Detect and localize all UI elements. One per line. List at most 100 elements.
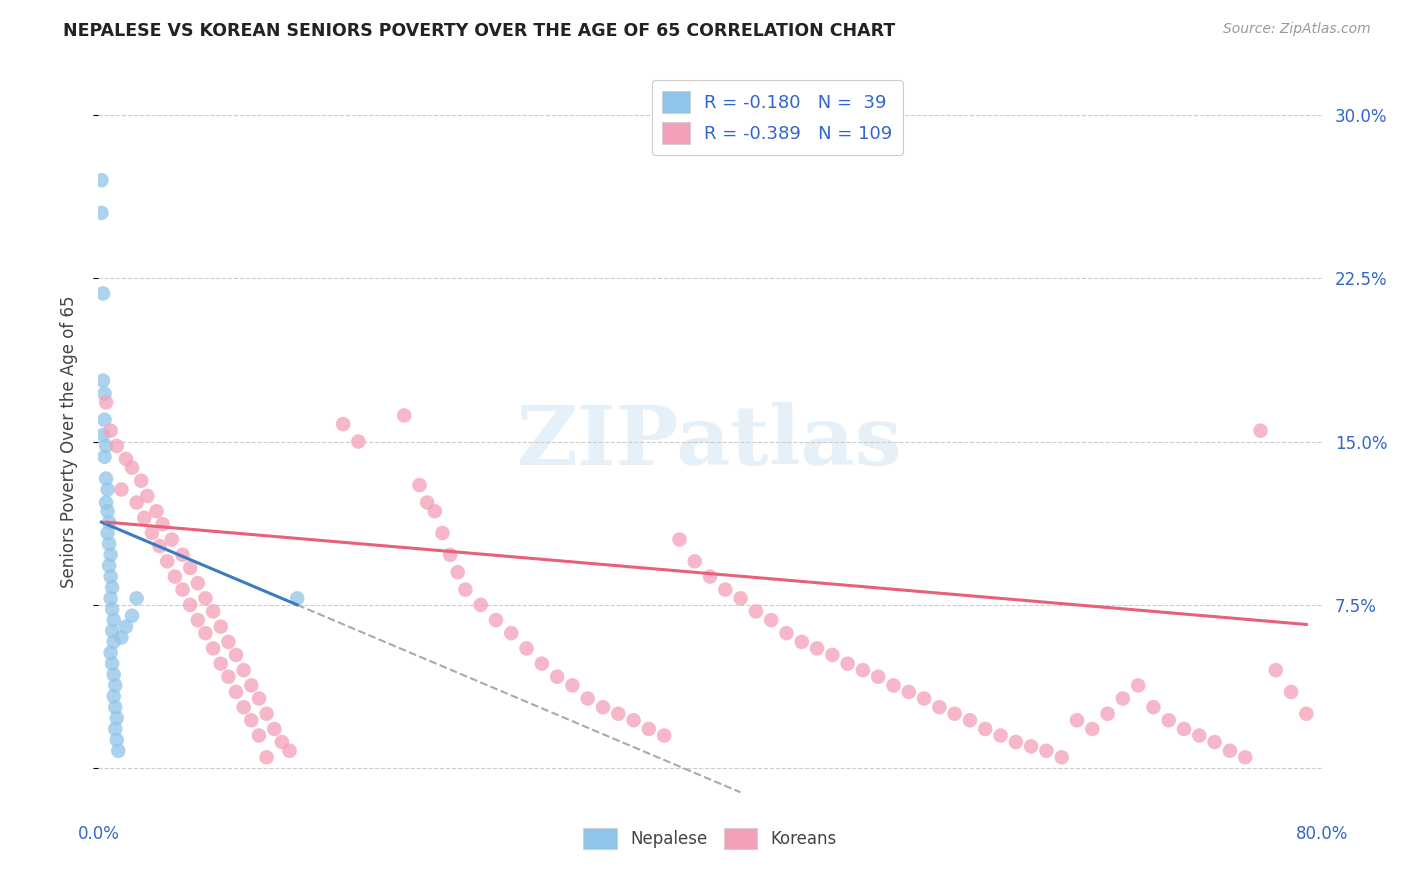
Point (730, 591, 752, 606)
Point (883, 678, 905, 692)
Point (530, 657, 553, 671)
Point (759, 613, 782, 627)
Point (98, 515, 121, 529)
Point (347, 434, 370, 449)
Point (270, 735, 292, 749)
Point (501, 626, 523, 640)
Point (256, 750, 278, 764)
Point (868, 670, 890, 684)
Point (90, 206, 112, 220)
Point (1249, 424, 1271, 438)
Point (990, 729, 1012, 743)
Point (91, 428, 114, 442)
Point (125, 495, 148, 509)
Point (232, 663, 254, 677)
Point (103, 613, 125, 627)
Point (101, 602, 124, 616)
Point (745, 604, 768, 618)
Point (821, 648, 844, 662)
Point (136, 489, 159, 503)
Point (423, 504, 446, 518)
Point (103, 667, 125, 681)
Point (101, 581, 124, 595)
Text: Source: ZipAtlas.com: Source: ZipAtlas.com (1223, 22, 1371, 37)
Point (172, 582, 194, 597)
Point (217, 635, 239, 649)
Point (806, 641, 828, 656)
Point (121, 608, 143, 623)
Point (93, 386, 115, 401)
Point (1112, 691, 1135, 706)
Point (104, 700, 127, 714)
Point (209, 657, 232, 671)
Point (1081, 722, 1104, 736)
Point (202, 604, 225, 618)
Point (100, 569, 122, 583)
Point (1004, 735, 1026, 749)
Point (1173, 722, 1195, 736)
Text: NEPALESE VS KOREAN SENIORS POVERTY OVER THE AGE OF 65 CORRELATION CHART: NEPALESE VS KOREAN SENIORS POVERTY OVER … (63, 22, 896, 40)
Point (101, 657, 124, 671)
Point (194, 626, 217, 640)
Point (141, 526, 163, 541)
Point (485, 613, 508, 627)
Point (134, 510, 156, 524)
Point (837, 657, 859, 671)
Point (100, 646, 122, 660)
Point (93, 450, 115, 464)
Point (447, 565, 470, 579)
Point (546, 670, 568, 684)
Point (125, 591, 148, 606)
Point (101, 624, 124, 638)
Point (179, 598, 201, 612)
Point (115, 619, 138, 633)
Point (1128, 678, 1150, 692)
Point (1050, 750, 1073, 764)
Point (432, 526, 454, 541)
Point (94, 495, 117, 509)
Point (98, 558, 121, 573)
Point (607, 706, 630, 721)
Point (187, 576, 209, 591)
Point (93, 413, 115, 427)
Point (225, 685, 247, 699)
Point (439, 548, 461, 562)
Point (103, 635, 125, 649)
Point (576, 691, 599, 706)
Point (156, 554, 179, 568)
Point (516, 641, 538, 656)
Point (928, 700, 950, 714)
Point (91, 374, 114, 388)
Point (187, 613, 209, 627)
Point (94, 395, 117, 409)
Point (94, 471, 117, 485)
Point (97, 483, 120, 497)
Text: ZIPatlas: ZIPatlas (517, 401, 903, 482)
Point (240, 678, 263, 692)
Point (623, 713, 645, 727)
Point (408, 478, 430, 492)
Point (1219, 744, 1241, 758)
Point (121, 460, 143, 475)
Point (90, 173, 112, 187)
Point (332, 417, 354, 431)
Point (160, 533, 183, 547)
Point (115, 452, 138, 467)
Point (194, 591, 217, 606)
Point (1188, 729, 1211, 743)
Point (897, 685, 920, 699)
Point (179, 561, 201, 575)
Point (714, 582, 737, 597)
Point (699, 569, 721, 583)
Point (240, 713, 263, 727)
Point (104, 678, 127, 692)
Point (1204, 735, 1226, 749)
Legend: Nepalese, Koreans: Nepalese, Koreans (576, 822, 844, 855)
Point (943, 706, 966, 721)
Point (285, 591, 308, 606)
Point (149, 539, 172, 553)
Point (790, 635, 813, 649)
Point (1279, 685, 1302, 699)
Point (470, 598, 492, 612)
Point (959, 713, 981, 727)
